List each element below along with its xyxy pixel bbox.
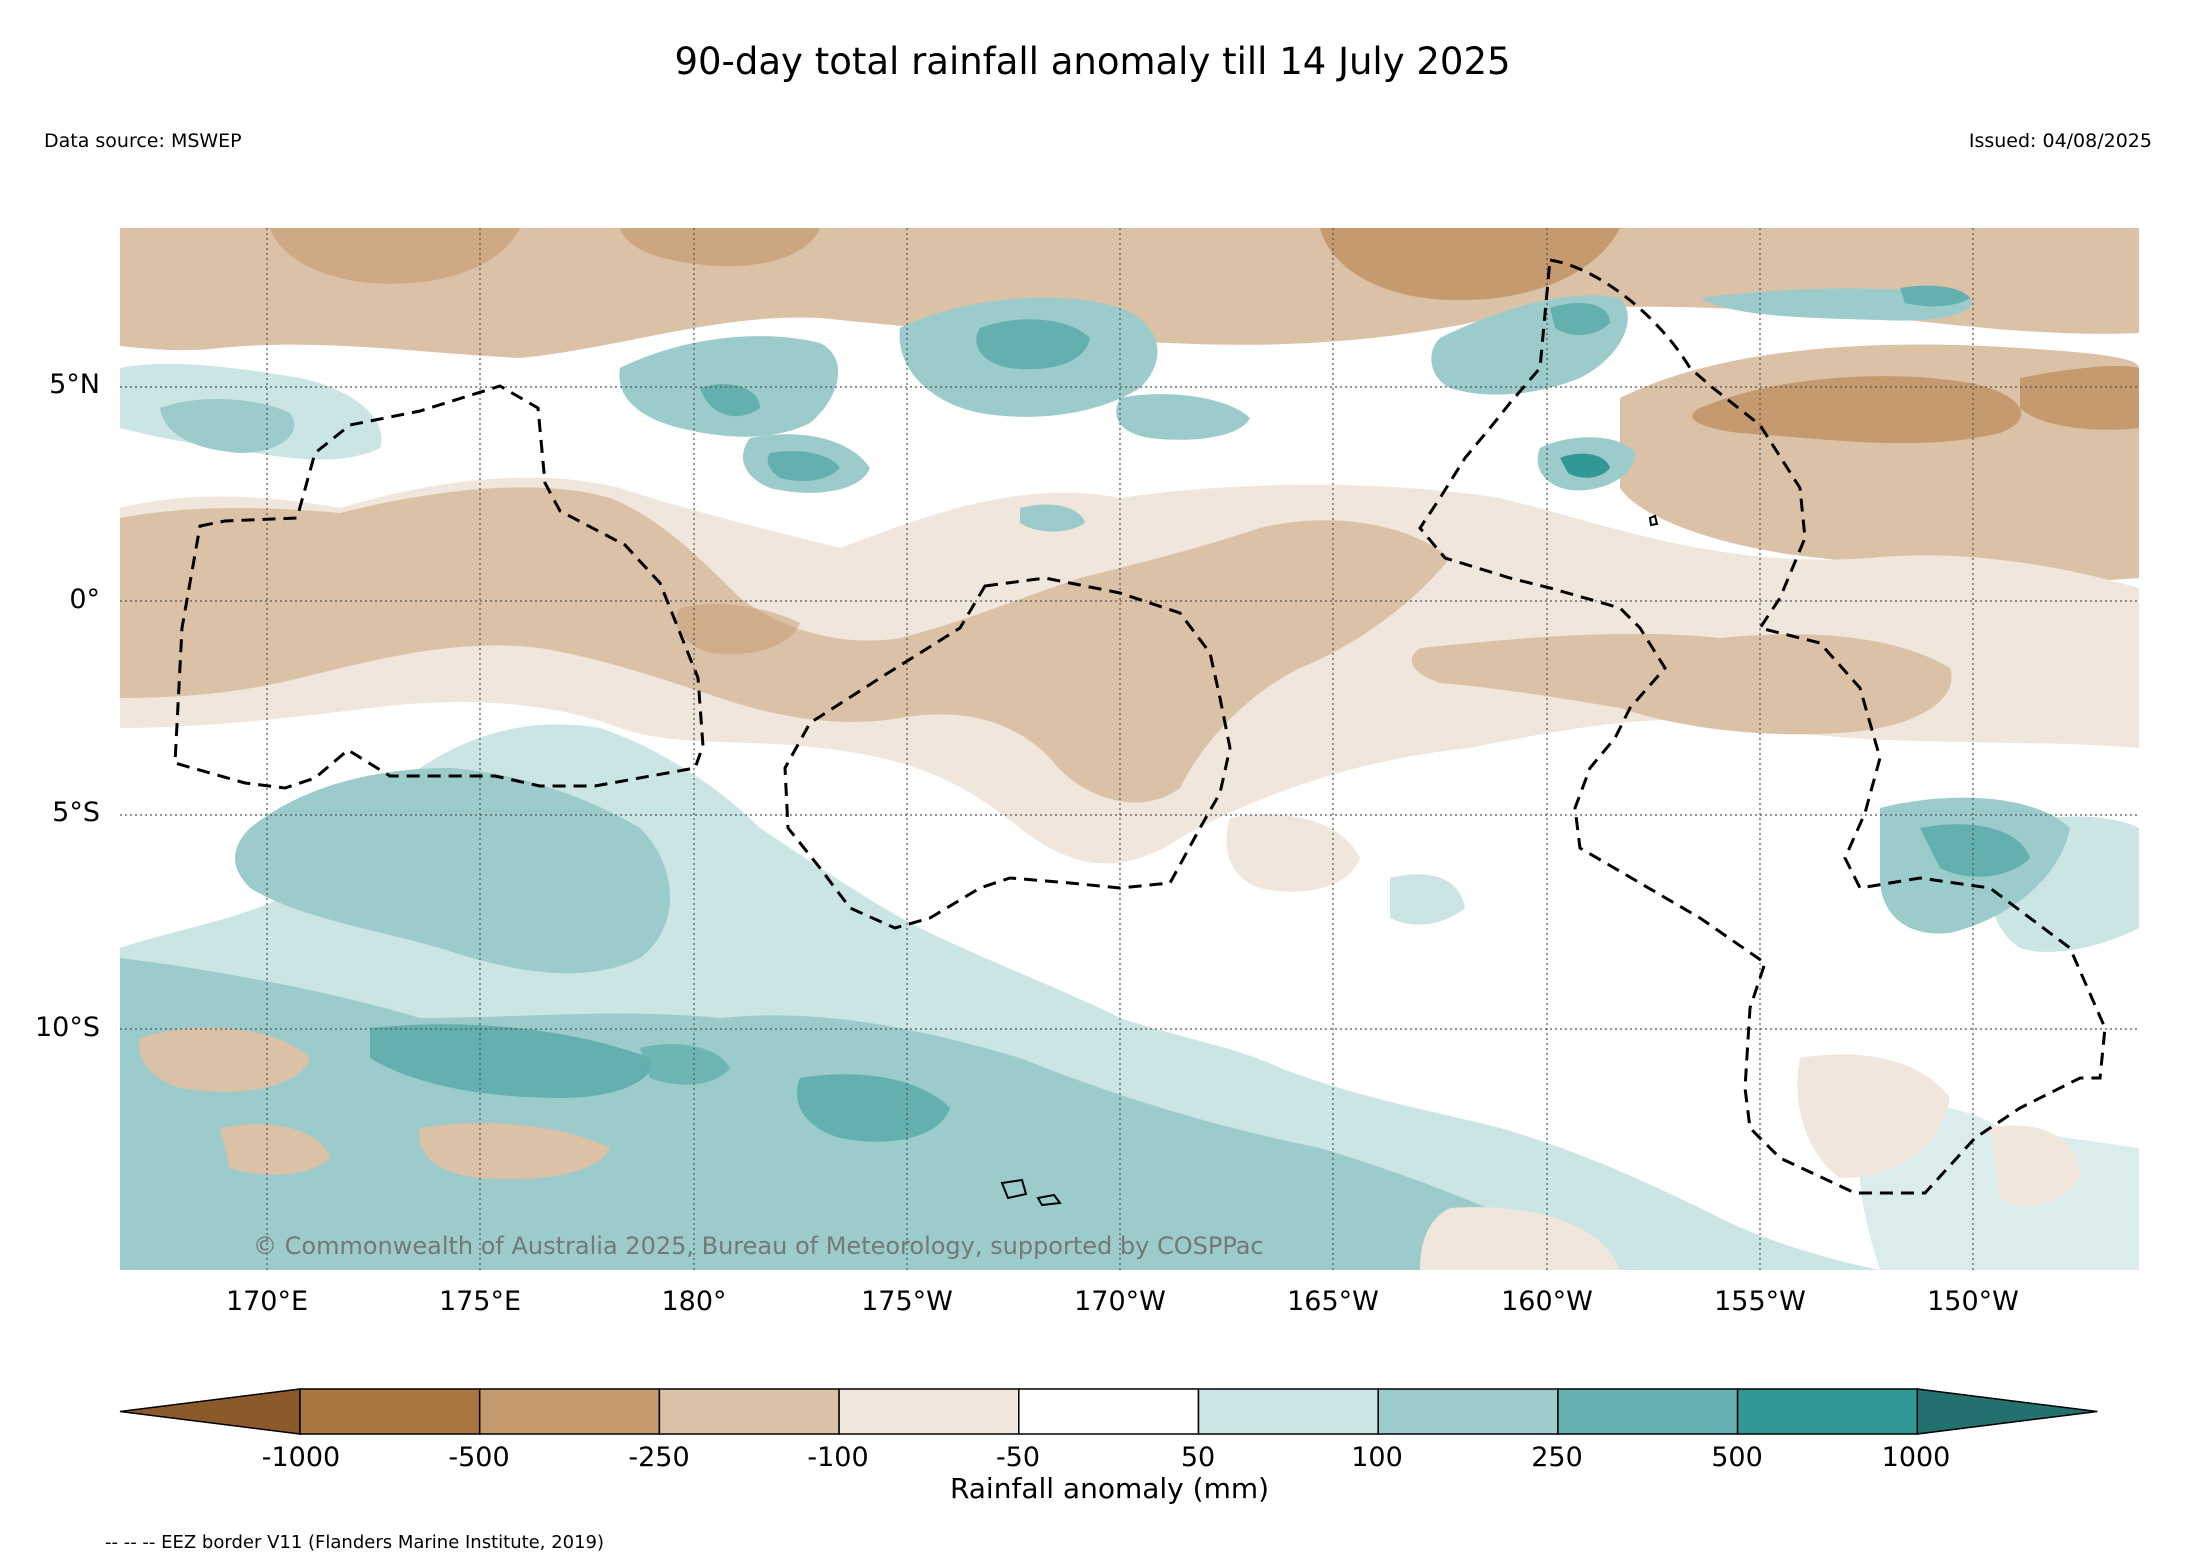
colorbar-title: Rainfall anomaly (mm) [949, 1472, 1270, 1505]
wet-region-north [120, 285, 1972, 532]
colorbar-swatch [299, 1388, 481, 1435]
lat-label-5s: 5°S [52, 797, 100, 828]
lon-label-165w: 165°W [1287, 1286, 1379, 1317]
dry-region-north [120, 228, 2139, 581]
colorbar-tick-label: -500 [448, 1442, 510, 1473]
colorbar-swatch [478, 1388, 661, 1435]
graticule [120, 228, 2139, 1270]
lon-label-170w: 170°W [1074, 1286, 1166, 1317]
lat-label-0: 0° [69, 584, 100, 615]
lon-label-175w: 175°W [861, 1286, 953, 1317]
eez-legend-note: -- -- -- EEZ border V11 (Flanders Marine… [105, 1532, 605, 1553]
colorbar-tick-label: 1000 [1881, 1442, 1951, 1473]
colorbar-extension-low [119, 1388, 301, 1435]
colorbar-swatch [1377, 1388, 1559, 1435]
eez-borders [173, 258, 2107, 1195]
copyright-notice: © Commonwealth of Australia 2025, Bureau… [253, 1232, 1264, 1260]
colorbar-swatch [1736, 1388, 1919, 1435]
rainfall-anomaly-map [120, 228, 2139, 1270]
lon-label-155w: 155°W [1714, 1286, 1806, 1317]
colorbar-swatch [1557, 1388, 1739, 1435]
chart-title: 90-day total rainfall anomaly till 14 Ju… [674, 40, 1511, 83]
lon-label-170e: 170°E [225, 1286, 309, 1317]
colorbar-tick-label: -50 [995, 1442, 1041, 1473]
data-source-label: Data source: MSWEP [44, 130, 242, 152]
colorbar-tick-label: -250 [628, 1442, 690, 1473]
colorbar-tick-label: 50 [1180, 1442, 1216, 1473]
islands [1000, 514, 1659, 1207]
colorbar-swatch [838, 1388, 1020, 1435]
issued-date-label: Issued: 04/08/2025 [1968, 130, 2152, 152]
lat-label-5n: 5°N [49, 369, 100, 400]
colorbar-swatch [1197, 1388, 1379, 1435]
lon-label-160w: 160°W [1501, 1286, 1593, 1317]
colorbar [118, 1387, 2103, 1441]
lon-label-180: 180° [661, 1286, 727, 1317]
colorbar-swatch [1018, 1388, 1200, 1435]
colorbar-swatch [658, 1388, 840, 1435]
colorbar-tick-label: 500 [1711, 1442, 1763, 1473]
colorbar-extension-high [1916, 1388, 2098, 1435]
colorbar-tick-label: 250 [1531, 1442, 1583, 1473]
colorbar-tick-label: -100 [807, 1442, 869, 1473]
lat-label-10s: 10°S [35, 1012, 100, 1043]
lon-label-150w: 150°W [1927, 1286, 2019, 1317]
colorbar-tick-label: 100 [1351, 1442, 1403, 1473]
colorbar-tick-label: -1000 [261, 1442, 341, 1473]
lon-label-175e: 175°E [438, 1286, 522, 1317]
